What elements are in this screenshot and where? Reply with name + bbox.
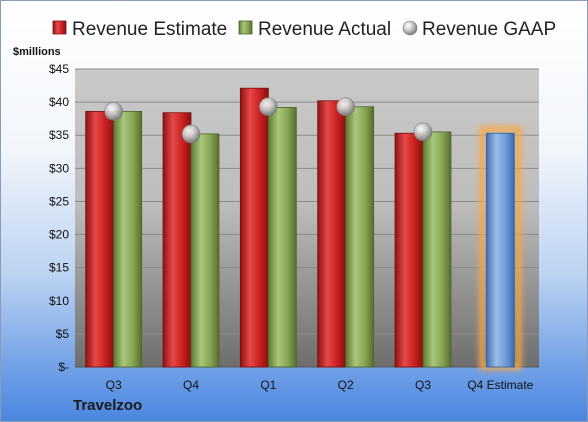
legend-swatch xyxy=(238,20,253,35)
bar-revenue-actual xyxy=(267,107,297,368)
legend-revenue-actual: Revenue Actual xyxy=(238,19,391,40)
point-revenue-gaap xyxy=(259,97,278,117)
x-axis-ticks: Q3 Q4 Q1 Q2 Q3 Q4 Estimate xyxy=(106,378,534,392)
y-tick-label: $- xyxy=(58,360,69,374)
y-tick-label: $40 xyxy=(49,95,69,109)
x-tick-label: Q4 Estimate xyxy=(467,378,533,392)
y-tick-label: $15 xyxy=(49,261,69,275)
bar-revenue-estimate xyxy=(317,100,347,368)
legend: Revenue Estimate Revenue Actual Revenue GA… xyxy=(52,19,556,40)
bar-revenue-actual xyxy=(345,106,375,368)
y-tick-label: $10 xyxy=(49,294,69,308)
gaap-points xyxy=(104,97,433,144)
y-tick-label: $25 xyxy=(49,194,69,208)
legend-revenue-gaap: Revenue GAAP xyxy=(402,19,556,40)
bar-revenue-estimate xyxy=(239,87,269,368)
bar-revenue-estimate xyxy=(162,112,192,368)
bar-revenue-actual xyxy=(190,133,220,368)
bar-revenue-estimate xyxy=(394,132,424,368)
y-tick-label: $45 xyxy=(49,62,69,76)
gridlines xyxy=(75,68,539,368)
legend-swatch xyxy=(52,20,67,35)
point-revenue-gaap xyxy=(413,122,433,142)
point-revenue-gaap xyxy=(104,102,123,121)
y-axis-ticks: $- $5 $10 $15 $20 $25 $30 $35 $40 $45 xyxy=(49,62,69,374)
bar-revenue-actual xyxy=(422,131,452,368)
bar-revenue-estimate xyxy=(85,110,115,368)
x-tick-label: Q2 xyxy=(338,378,354,392)
bars xyxy=(85,87,522,371)
plot-area xyxy=(75,69,539,367)
y-tick-label: $20 xyxy=(49,228,69,242)
y-tick-label: $5 xyxy=(56,327,70,341)
x-tick-label: Q3 xyxy=(415,378,431,392)
legend-label: Revenue GAAP xyxy=(422,19,556,40)
bar-q4-estimate xyxy=(485,132,515,368)
legend-label: Revenue Actual xyxy=(258,19,391,40)
legend-swatch xyxy=(402,20,418,36)
x-tick-label: Q3 xyxy=(106,378,122,392)
legend-label: Revenue Estimate xyxy=(72,19,227,40)
point-revenue-gaap xyxy=(336,97,355,117)
company-name: Travelzoo xyxy=(73,397,143,414)
x-tick-label: Q4 xyxy=(183,378,199,392)
y-axis-unit-label: $millions xyxy=(13,46,61,58)
point-revenue-gaap xyxy=(181,124,201,144)
bar-revenue-actual xyxy=(113,110,143,368)
y-tick-label: $35 xyxy=(49,128,69,142)
legend-revenue-estimate: Revenue Estimate xyxy=(52,19,227,40)
y-tick-label: $30 xyxy=(49,161,69,175)
x-tick-label: Q1 xyxy=(260,378,276,392)
